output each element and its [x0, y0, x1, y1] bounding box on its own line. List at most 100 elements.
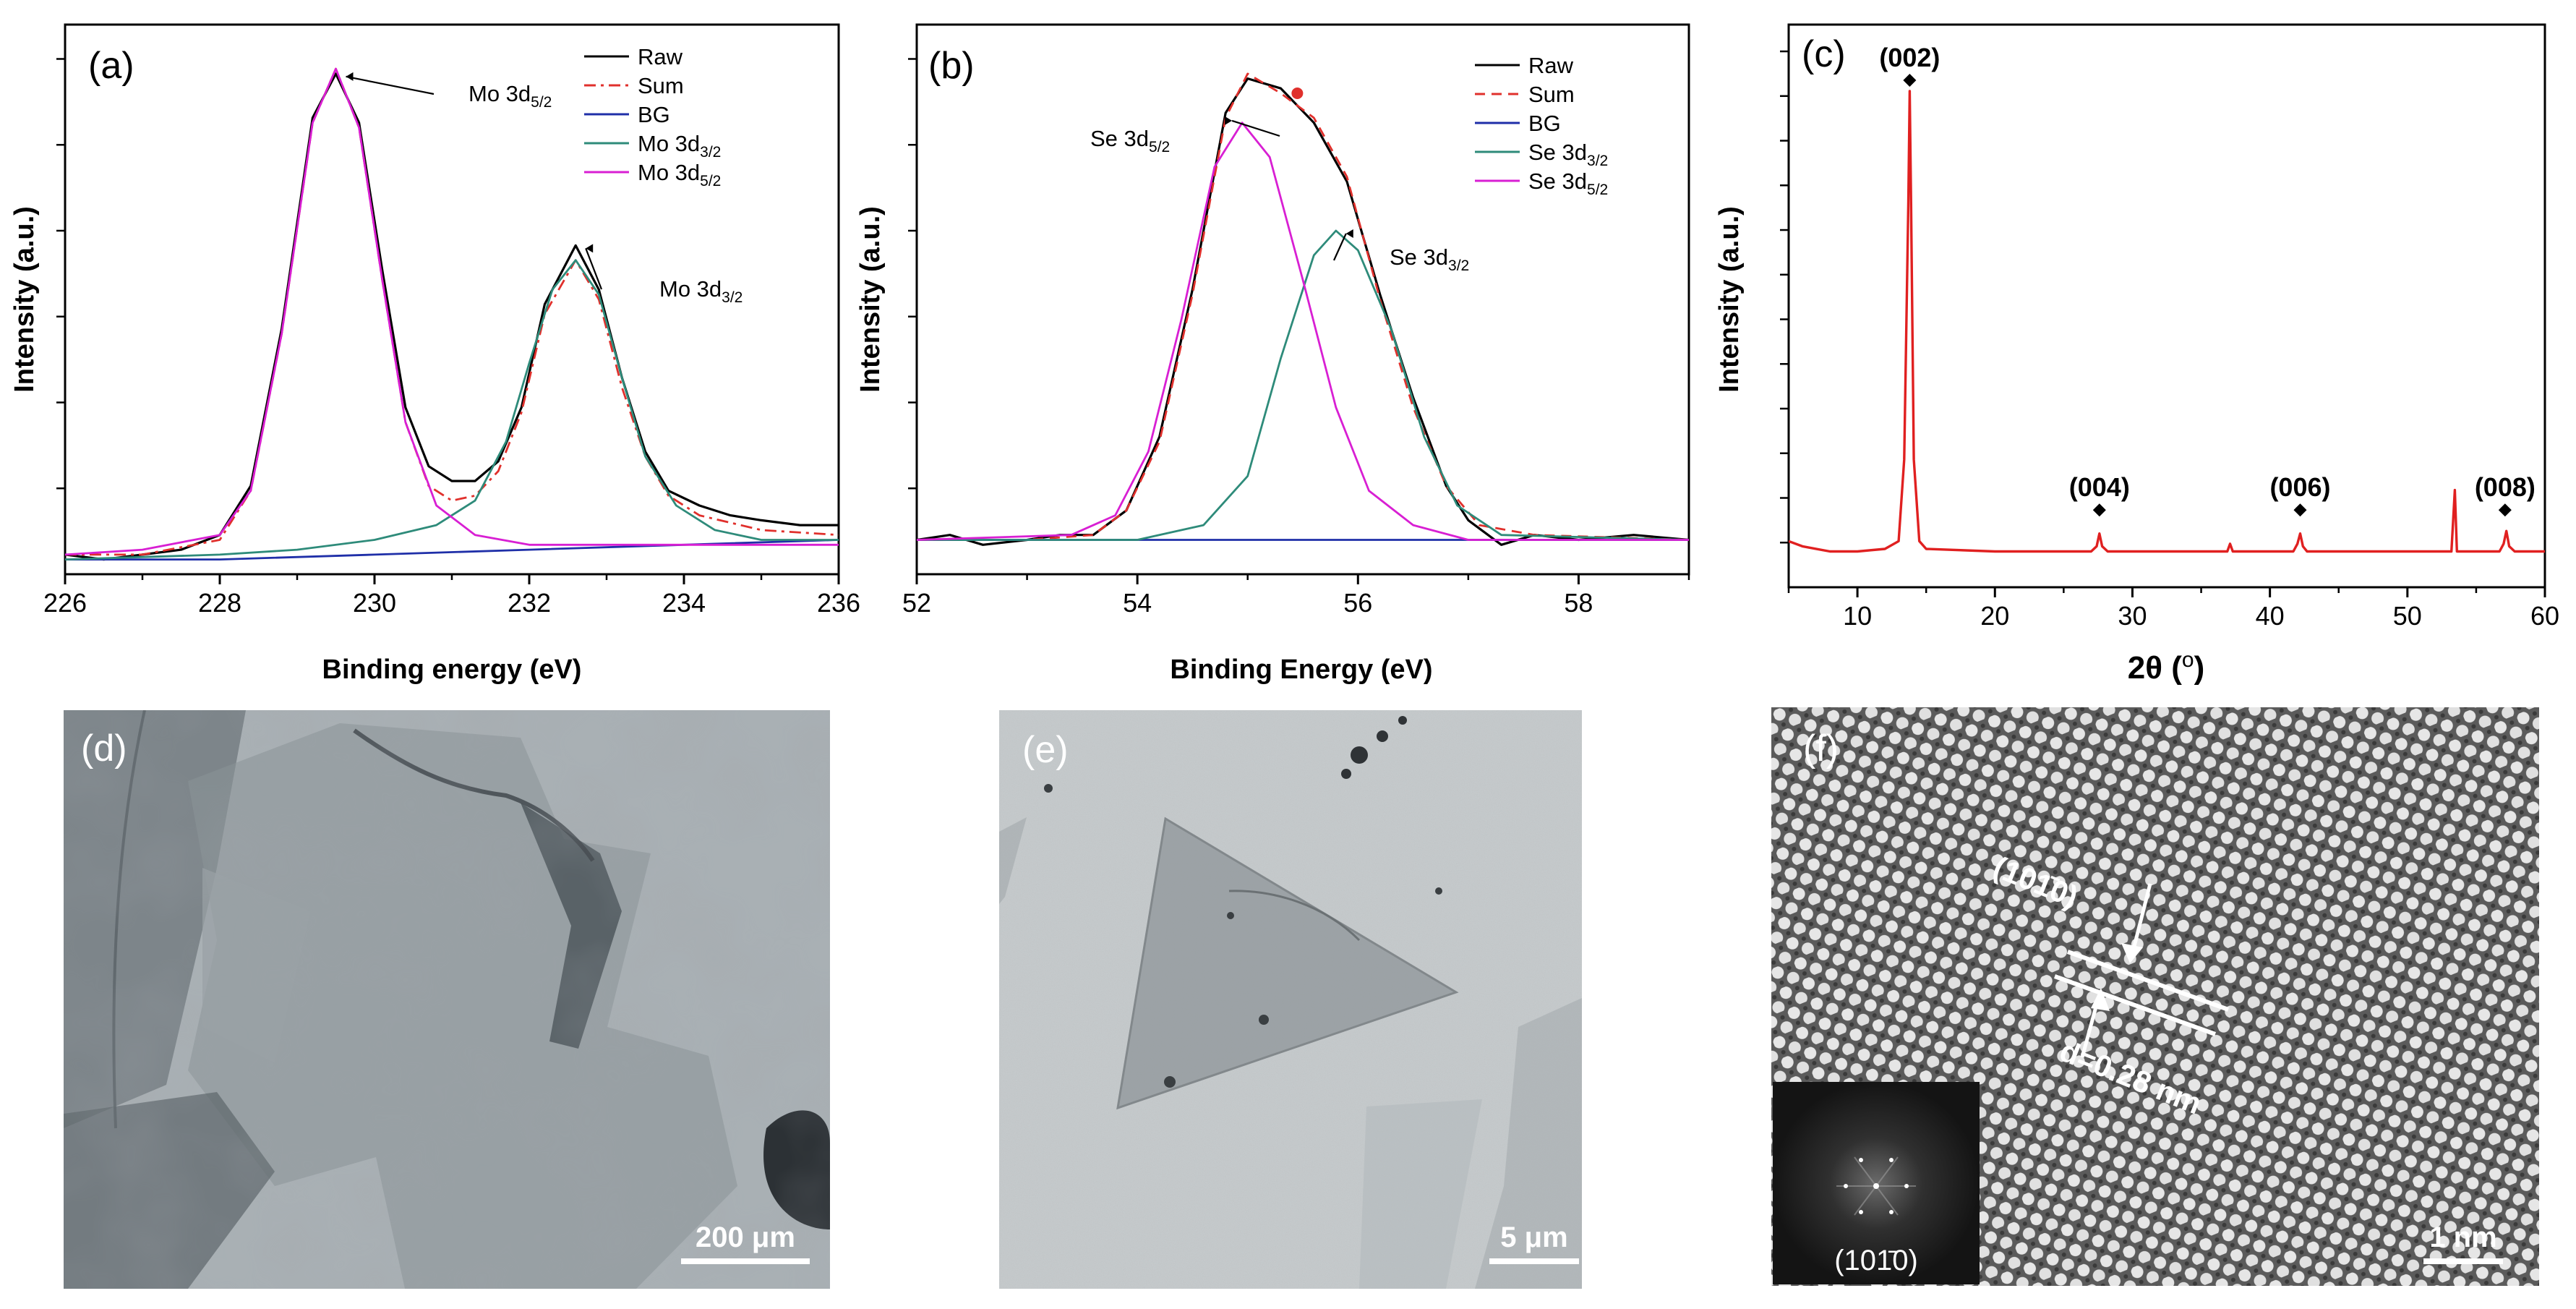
x-ticks: 10 20 30 40 50 60: [1787, 587, 2559, 631]
scale-bar-label: 200 μm: [696, 1221, 795, 1253]
peak-label: (002): [1879, 43, 1940, 72]
fft-spot: [1889, 1158, 1894, 1162]
panel-c: 10 20 30 40 50 60 (c) 2θ (o) Intensity (a.u.)…: [1714, 23, 2559, 686]
particle: [1351, 746, 1368, 764]
peak-marker: [2498, 503, 2512, 517]
arrow-down: [2129, 883, 2152, 958]
scale-bar-label: 5 μm: [1500, 1221, 1567, 1253]
y-ticks: [1780, 50, 1789, 544]
peak-marker: [1903, 74, 1917, 87]
fft-spot: [1873, 1183, 1879, 1189]
triangular-flake: [1116, 816, 1459, 1110]
fft-spot: [1859, 1210, 1863, 1214]
arrow-head: [2121, 943, 2143, 963]
panel-b: 52 54 56 58 (b) Binding Energy (eV) Intensi…: [855, 23, 1690, 685]
flake-fragment: [1475, 998, 1582, 1289]
x-tick-label: 226: [43, 588, 87, 618]
particle: [1044, 784, 1053, 793]
legend-label: Sum: [1528, 82, 1575, 107]
series-line-mo-3d3-2: [65, 259, 839, 560]
annotation-arrowhead: [346, 72, 354, 81]
curves: [1789, 90, 2545, 553]
y-ticks: [908, 58, 917, 490]
x-tick-label: 230: [353, 588, 396, 618]
legend-label: Mo 3d5/2: [638, 160, 721, 189]
x-tick-label: 228: [198, 588, 241, 618]
y-axis-title: Intensity (a.u.): [855, 206, 886, 393]
particle: [1259, 1015, 1269, 1025]
annotation-label: Se 3d5/2: [1090, 126, 1170, 155]
series-line-se-3d3-2: [917, 229, 1689, 541]
legend: Raw Sum BG Se 3d3/2Se 3d5/2: [1475, 53, 1608, 198]
legend-label: Se 3d3/2: [1528, 140, 1608, 169]
plot-frame: [1787, 23, 2546, 589]
series-line-mo-3d5-2: [65, 67, 839, 556]
x-tick-label: 10: [1843, 601, 1872, 631]
annotation-arrow: [1332, 233, 1347, 261]
x-ticks: 52 54 56 58: [902, 574, 1690, 618]
texture: [64, 710, 830, 1289]
lattice-plane-line: [2066, 950, 2230, 1012]
sum-marker: [1291, 88, 1304, 99]
legend-label: Se 3d5/2: [1528, 169, 1608, 198]
curves: [917, 72, 1689, 546]
peak-label: (008): [2475, 472, 2536, 502]
particle: [1435, 887, 1442, 895]
annotation-label: Se 3d3/2: [1390, 244, 1469, 274]
fft-label: (101̄0): [1834, 1245, 1918, 1276]
x-axis-title: 2θ (o): [2128, 648, 2204, 686]
scale-bar: [2423, 1258, 2503, 1264]
peak-label: (004): [2069, 472, 2130, 502]
annotation-arrow: [585, 247, 603, 290]
legend-label: Raw: [1528, 53, 1574, 78]
peak-label: (006): [2269, 472, 2330, 502]
peak-annotations: Mo 3d5/2 Mo 3d3/2: [346, 72, 743, 306]
panel-a: 226 228 230 232 234 236 (a) Binding energy (e…: [9, 23, 860, 685]
flake-fragment: [1359, 1099, 1482, 1289]
x-ticks: 226 228 230 232 234 236: [43, 574, 860, 618]
x-tick-label: 40: [2256, 601, 2285, 631]
legend-label: Sum: [638, 73, 684, 98]
x-axis-title: Binding Energy (eV): [1170, 654, 1432, 685]
x-tick-label: 60: [2530, 601, 2559, 631]
x-tick-label: 54: [1123, 588, 1152, 618]
x-tick-label: 50: [2393, 601, 2422, 631]
fft-inset: (101̄0): [1773, 1082, 1980, 1284]
x-tick-label: 30: [2118, 601, 2147, 631]
panel-f-image: (f) (101̄0) d=0.28 nm (101̄0): [1771, 707, 2539, 1286]
annotation-arrow: [346, 75, 435, 95]
flake-fragment: [999, 817, 1027, 904]
legend-label: BG: [638, 102, 670, 127]
y-axis-title: Intensity (a.u.): [1714, 206, 1745, 393]
x-tick-label: 52: [902, 588, 931, 618]
annotation-label: Mo 3d3/2: [659, 276, 743, 306]
scale-bar: [681, 1258, 810, 1264]
panel-label: (d): [81, 728, 127, 769]
x-tick-label: 236: [817, 588, 860, 618]
panel-label: (a): [88, 45, 134, 87]
peak-marker: [2293, 503, 2307, 517]
fft-spot: [1859, 1158, 1863, 1162]
x-tick-label: 232: [508, 588, 551, 618]
annotation-arrowhead: [1345, 229, 1353, 238]
legend-label: Raw: [638, 44, 683, 69]
panel-d-image: (d) 200 μm: [64, 710, 830, 1289]
annotation-arrowhead: [586, 244, 594, 253]
annotation-arrow: [1231, 119, 1280, 137]
plot-frame: [915, 23, 1690, 576]
particle: [1227, 912, 1234, 919]
particle: [1341, 769, 1351, 779]
peak-marker: [2092, 503, 2106, 517]
legend: Raw Sum BG Mo 3d3/2Mo 3d5/2: [584, 44, 721, 189]
scale-bar-label: 1 nm: [2429, 1221, 2496, 1253]
x-tick-label: 20: [1980, 601, 2009, 631]
peak-annotations: Se 3d5/2 Se 3d3/2: [1090, 116, 1469, 274]
x-tick-label: 56: [1343, 588, 1372, 618]
x-tick-label: 58: [1564, 588, 1593, 618]
panel-label: (c): [1802, 33, 1846, 75]
fft-spot: [1889, 1210, 1894, 1214]
arrow-head: [2091, 988, 2110, 1011]
wrinkle: [1228, 890, 1361, 942]
series-line-xrd: [1789, 90, 2545, 553]
